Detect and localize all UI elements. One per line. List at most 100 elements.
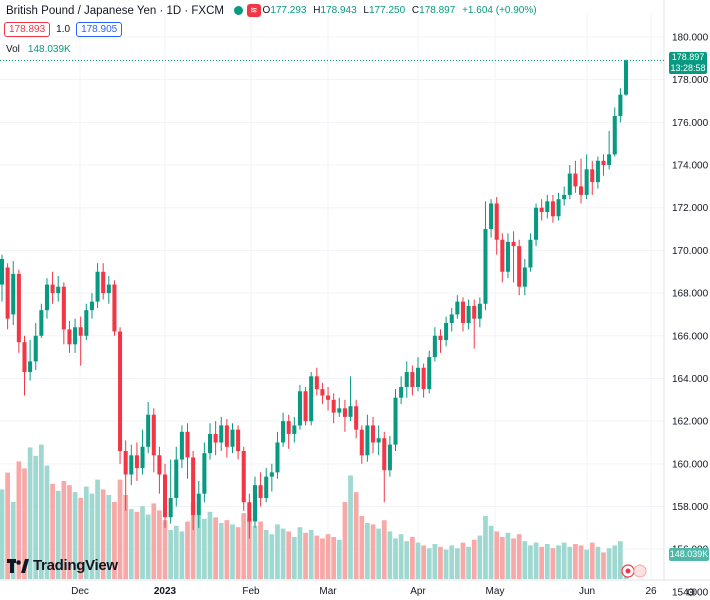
volume-bar <box>393 538 398 579</box>
volume-bar <box>589 542 595 579</box>
y-tick-label: 176.000 <box>672 118 709 129</box>
volume-bar <box>246 518 252 579</box>
volume-bar <box>567 546 573 579</box>
volume-bar <box>78 497 84 579</box>
candle-body <box>202 453 207 494</box>
volume-bar <box>123 495 129 579</box>
candle-body <box>539 207 544 212</box>
buy-price-button[interactable]: 178.905 <box>76 22 123 37</box>
volume-bar <box>471 539 477 579</box>
candle-body <box>281 421 286 443</box>
candle-body <box>78 327 83 336</box>
volume-bar <box>533 542 539 579</box>
volume-bar <box>89 493 95 579</box>
candle-body <box>112 284 117 332</box>
candle-body <box>28 361 33 373</box>
x-tick-label: Apr <box>410 586 426 597</box>
x-tick-label: 2023 <box>154 586 177 597</box>
candle-body <box>207 433 213 454</box>
volume-bar <box>454 548 460 579</box>
candle-body <box>505 241 510 272</box>
candle-body <box>89 301 94 311</box>
events-icon <box>633 564 647 578</box>
candle-body <box>618 94 623 116</box>
volume-bar <box>33 455 39 579</box>
y-tick-label: 154.000 <box>672 587 709 598</box>
volume-bar <box>618 541 623 579</box>
close-label: C <box>411 5 420 16</box>
open-label: O <box>262 5 271 16</box>
candle-body <box>477 303 482 319</box>
candle-body <box>269 472 274 477</box>
candle-body <box>365 425 370 456</box>
volume-bar <box>494 531 500 579</box>
candle-body <box>67 329 72 345</box>
candle-body <box>393 397 398 445</box>
x-tick-label: Mar <box>319 586 337 597</box>
volume-bar <box>528 545 533 579</box>
volume-bar <box>483 516 488 579</box>
x-tick-label: Dec <box>71 586 89 597</box>
candle-body <box>326 395 331 400</box>
volume-bar <box>269 534 275 579</box>
volume-bar <box>449 545 455 579</box>
candle-body <box>444 322 449 341</box>
candle-body <box>623 60 629 95</box>
wave-icon[interactable]: ≋ <box>246 4 261 17</box>
volume-bar <box>213 517 218 579</box>
candle-body <box>297 391 302 426</box>
volume-bar <box>72 492 78 579</box>
y-tick-label: 172.000 <box>672 203 709 214</box>
volume-bar <box>112 502 117 579</box>
volume-bar <box>561 542 567 579</box>
quote-row: 178.893 1.0 178.905 <box>4 22 123 37</box>
volume-bar <box>556 545 561 579</box>
volume-bar <box>230 524 235 579</box>
candle-body <box>185 431 190 458</box>
candle-body <box>359 429 364 456</box>
volume-axis-label: 148.039K <box>669 548 709 561</box>
candle-body <box>95 271 100 302</box>
candle-body <box>517 246 522 287</box>
candle-body <box>415 367 421 387</box>
volume-bar <box>511 538 516 579</box>
volume-bar <box>578 545 584 579</box>
volume-bar <box>10 502 16 579</box>
countdown-value: 13:28:58 <box>670 63 706 73</box>
volume-bar <box>291 537 297 579</box>
volume-bar <box>207 511 213 579</box>
volume-bar <box>466 546 471 579</box>
close-value: 178.897 <box>419 5 456 16</box>
volume-bar <box>241 513 247 579</box>
candle-body <box>376 438 381 443</box>
settings-gear-icon[interactable]: ⚙ <box>686 587 696 599</box>
volume-bar <box>224 520 230 579</box>
candle-body <box>382 438 387 471</box>
candle-body <box>567 173 572 195</box>
candle-body <box>410 372 415 387</box>
volume-bar <box>55 490 61 579</box>
candle-body <box>286 421 291 434</box>
change-value: +1.604 (+0.90%) <box>462 5 537 16</box>
volume-bar <box>145 514 151 579</box>
volume-bar <box>336 539 342 579</box>
volume-bar <box>438 546 443 579</box>
candle-body <box>196 493 201 516</box>
volume-bar <box>22 468 27 579</box>
sell-price-button[interactable]: 178.893 <box>4 22 51 37</box>
symbol-title[interactable]: British Pound / Japanese Yen · 1D · FXCM <box>6 4 224 17</box>
volume-bar <box>359 516 365 579</box>
candle-body <box>573 173 578 187</box>
volume-bar <box>325 534 331 579</box>
tradingview-logo[interactable]: TradingView <box>7 557 118 574</box>
volume-bar <box>196 514 202 579</box>
volume-bar <box>539 546 545 579</box>
candle-body <box>449 314 454 323</box>
ohlc-values: O177.293 H178.943 L177.250 C178.897 +1.6… <box>263 5 541 16</box>
candle-body <box>438 335 443 341</box>
volume-bar <box>106 495 112 579</box>
candle-body <box>230 429 235 447</box>
x-tick-label: Feb <box>242 586 260 597</box>
volume-bar <box>404 541 410 579</box>
